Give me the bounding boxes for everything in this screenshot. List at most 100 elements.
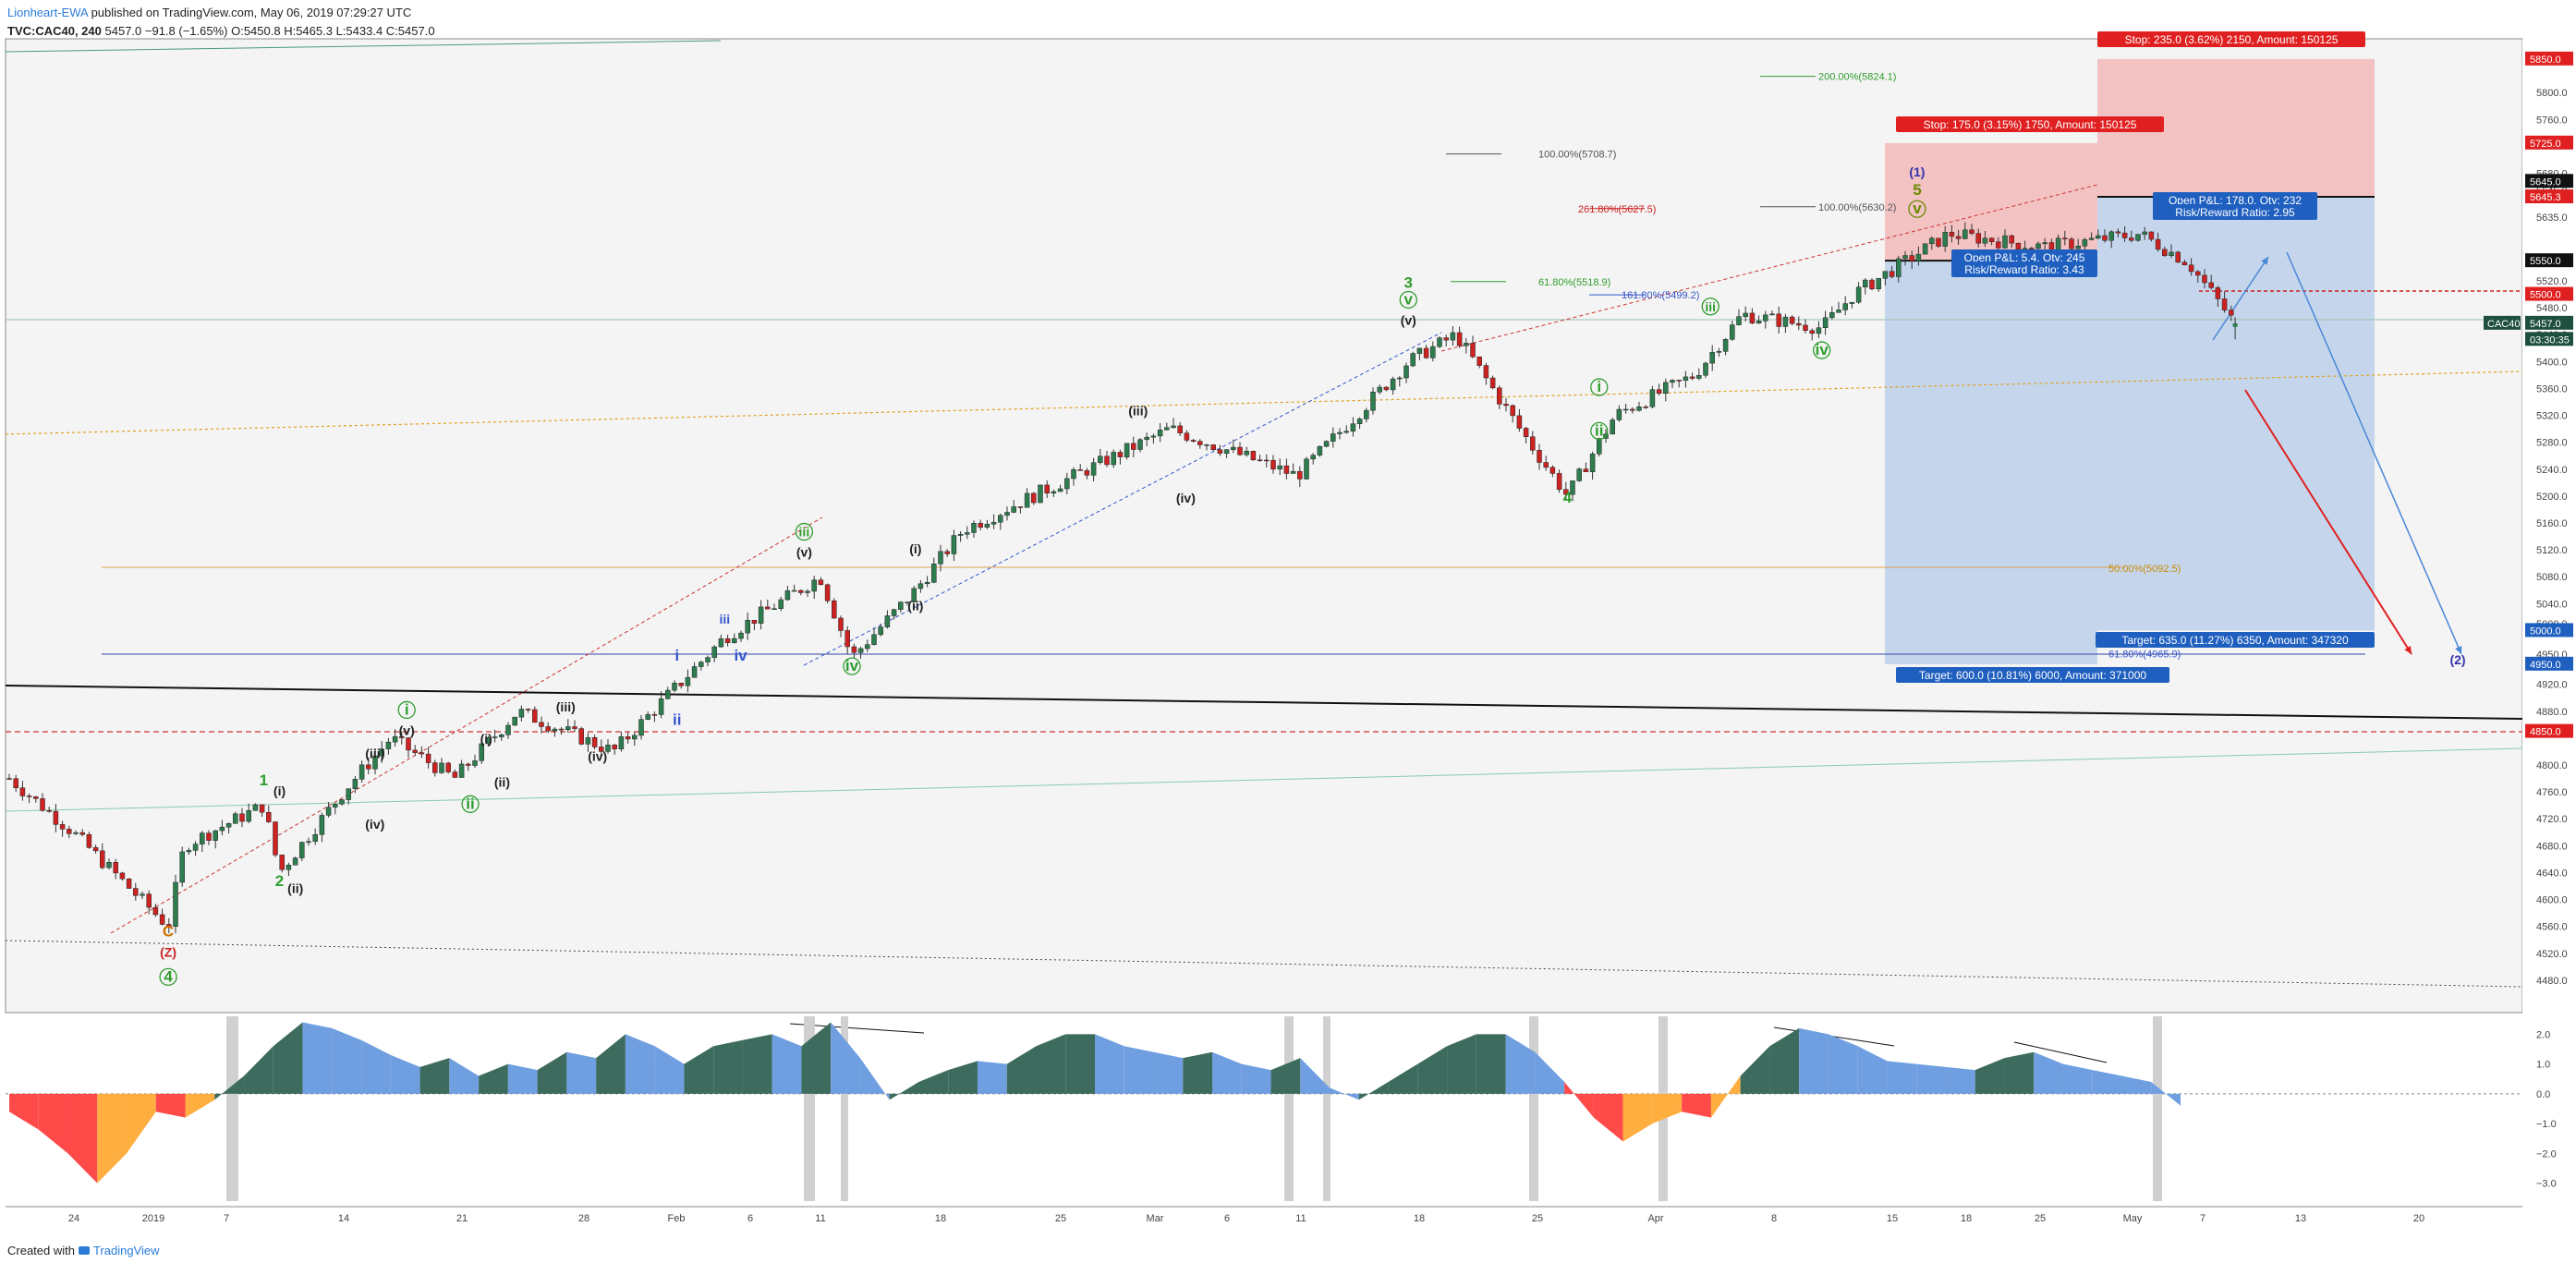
wave-label: 3 bbox=[1404, 273, 1413, 291]
candle-body bbox=[100, 850, 105, 868]
osc-area-segment bbox=[390, 1054, 420, 1094]
candle-body bbox=[957, 534, 964, 536]
candle-body bbox=[1383, 386, 1390, 391]
candle-body bbox=[133, 888, 139, 896]
svg-text:5500.0: 5500.0 bbox=[2530, 290, 2561, 301]
candle-body bbox=[772, 608, 777, 610]
candle-body bbox=[219, 826, 225, 832]
candle-body bbox=[1337, 431, 1343, 434]
candle-body bbox=[1530, 436, 1536, 451]
time-tick: 13 bbox=[2295, 1213, 2306, 1224]
candle-body bbox=[1443, 337, 1449, 341]
candle-body bbox=[2121, 232, 2128, 238]
candle-body bbox=[1537, 450, 1542, 463]
candle-body bbox=[1190, 440, 1197, 442]
candle-body bbox=[2148, 231, 2155, 240]
chart-footer: Created with TradingView bbox=[7, 1244, 160, 1257]
wave-label: (Z) bbox=[160, 944, 176, 959]
candle-body bbox=[372, 755, 378, 770]
candle-body bbox=[998, 515, 1003, 523]
candle-body bbox=[92, 847, 99, 852]
osc-area-segment bbox=[1622, 1093, 1653, 1142]
target-label-1: Target: 600.0 (10.81%) 6000, Amount: 371… bbox=[1896, 667, 2169, 683]
candle-body bbox=[1310, 455, 1316, 460]
candle-body bbox=[811, 579, 817, 592]
candle-body bbox=[838, 617, 844, 631]
svg-text:5725.0: 5725.0 bbox=[2530, 139, 2561, 150]
candle-body bbox=[884, 615, 891, 627]
wave-label: (ii) bbox=[287, 880, 303, 895]
osc-area-segment bbox=[889, 1081, 919, 1100]
candle-body bbox=[1104, 455, 1110, 466]
candle-body bbox=[2142, 231, 2147, 235]
osc-area-segment bbox=[1476, 1034, 1506, 1094]
created-text: Created with bbox=[7, 1244, 75, 1257]
projection-arrow-down-red bbox=[2244, 389, 2412, 655]
candle-body bbox=[152, 906, 159, 916]
candle-body bbox=[166, 924, 172, 927]
candle-body bbox=[1017, 506, 1024, 508]
red-dashed-channel-2 bbox=[1440, 184, 2098, 352]
candle-body bbox=[1377, 386, 1382, 393]
candle-body bbox=[1290, 470, 1296, 474]
candle-body bbox=[392, 735, 398, 743]
candle-body bbox=[1855, 286, 1862, 303]
candle-body bbox=[1117, 452, 1124, 457]
candle-body bbox=[325, 807, 332, 816]
candle-body bbox=[1456, 332, 1463, 346]
candle-body bbox=[1863, 279, 1868, 287]
candle-body bbox=[1676, 380, 1682, 382]
candle-body bbox=[352, 779, 358, 789]
osc-area-segment bbox=[713, 1039, 743, 1094]
osc-tick: 1.0 bbox=[2536, 1060, 2550, 1071]
fib-label: 100.00%(5630.2) bbox=[1818, 202, 1896, 213]
osc-area-segment bbox=[1212, 1051, 1242, 1094]
red-dashed-channel bbox=[110, 516, 823, 934]
candle-body bbox=[1597, 438, 1602, 455]
osc-area-segment bbox=[1095, 1034, 1124, 1094]
candle-body bbox=[1416, 347, 1423, 354]
fib-label: 50.00%(5092.5) bbox=[2108, 564, 2181, 575]
candle-body bbox=[891, 609, 897, 616]
osc-area-segment bbox=[38, 1093, 68, 1154]
candle-body bbox=[878, 626, 883, 636]
candle-body bbox=[366, 764, 371, 770]
osc-area-segment bbox=[1270, 1058, 1301, 1094]
candle-body bbox=[67, 829, 72, 834]
candle-body bbox=[206, 832, 212, 841]
candle-body bbox=[6, 778, 12, 780]
fib-label: 161.80%(5499.2) bbox=[1622, 290, 1699, 301]
svg-text:Risk/Reward Ratio: 2.95: Risk/Reward Ratio: 2.95 bbox=[2175, 206, 2295, 219]
candle-body bbox=[1197, 441, 1203, 445]
candle-body bbox=[1184, 432, 1190, 441]
candle-body bbox=[385, 741, 392, 749]
blue-dashed-channel bbox=[803, 332, 1442, 666]
brand-link[interactable]: TradingView bbox=[92, 1244, 160, 1257]
author-link[interactable]: Lionheart-EWA bbox=[7, 6, 88, 19]
candle-body bbox=[252, 804, 259, 811]
time-tick: Apr bbox=[1647, 1213, 1663, 1224]
pl-label-1: Open P&L: 5.4, Qty: 245 bbox=[1951, 249, 2097, 265]
candle-body bbox=[1988, 237, 1995, 242]
wave-label: (iii) bbox=[1128, 404, 1148, 419]
candle-body bbox=[2162, 249, 2168, 256]
candle-body bbox=[2169, 251, 2174, 256]
candle-body bbox=[1144, 436, 1149, 441]
candle-body bbox=[1955, 236, 1962, 239]
candle-body bbox=[412, 749, 418, 753]
price-tick: 5280.0 bbox=[2536, 438, 2568, 449]
svg-text:Open P&L: 5.4, Qty: 245: Open P&L: 5.4, Qty: 245 bbox=[1964, 251, 2085, 264]
candle-body bbox=[2215, 287, 2221, 299]
osc-area-segment bbox=[918, 1070, 949, 1094]
candle-body bbox=[266, 811, 272, 822]
osc-area-segment bbox=[742, 1034, 772, 1094]
candle-body bbox=[724, 638, 731, 643]
candle-body bbox=[1057, 488, 1063, 492]
osc-area-segment bbox=[2062, 1063, 2093, 1094]
candle-body bbox=[53, 810, 59, 825]
candle-body bbox=[539, 722, 544, 727]
badge-4850: 4850.0 bbox=[2525, 723, 2573, 738]
osc-area-segment bbox=[654, 1046, 685, 1094]
candle-body bbox=[458, 763, 465, 778]
